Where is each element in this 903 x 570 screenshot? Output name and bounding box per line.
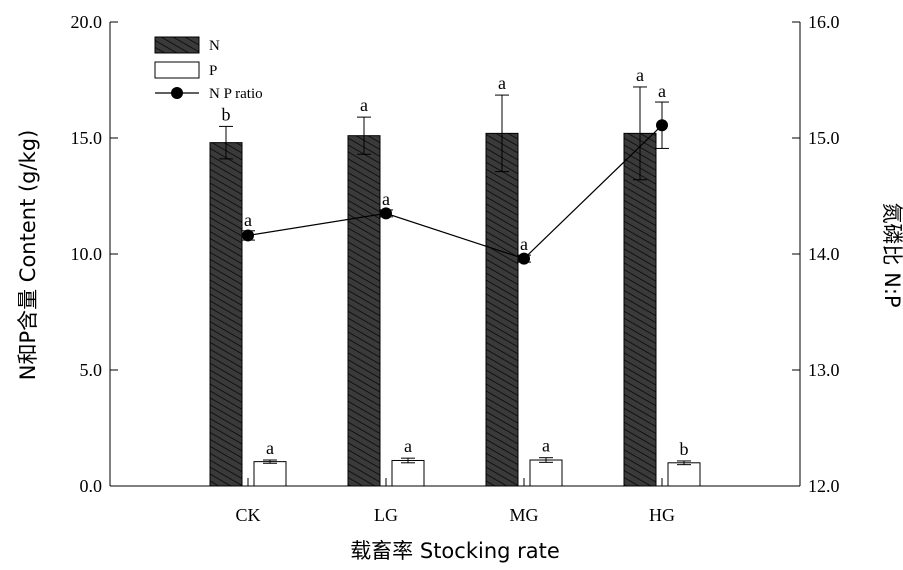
ratio-line (247, 124, 663, 260)
sig-label-ratio-hg: a (658, 81, 666, 101)
bar-p-ck (253, 461, 287, 487)
x-tick-label-hg: HG (649, 505, 675, 525)
bar-n-hg (623, 132, 657, 487)
legend-swatch-p (154, 61, 200, 79)
sig-label-p-mg: a (542, 436, 550, 456)
axes: 0.0 5.0 10.0 15.0 20.0 12.0 13.0 14.0 15.0 16.0 CK… (71, 12, 840, 525)
y2-axis-title: 氮磷比 N:P (880, 202, 903, 307)
bar-p-lg (391, 459, 425, 487)
sig-label-p-lg: a (404, 436, 412, 456)
sig-label-p-ck: a (266, 438, 274, 458)
y2-tick-label: 14.0 (808, 244, 840, 264)
sig-label-p-hg: b (680, 439, 689, 459)
ratio-point-mg (518, 252, 530, 265)
ratio-point-hg (656, 119, 668, 132)
y-tick-label: 20.0 (71, 12, 103, 32)
ratio-point-ck (242, 229, 254, 242)
sig-label-ratio-mg: a (520, 234, 528, 254)
x-tick-label-ck: CK (235, 505, 260, 525)
x-tick-label-mg: MG (509, 505, 538, 525)
sig-label-n-lg: a (360, 95, 368, 115)
bar-p-hg (667, 462, 701, 487)
sig-label-ratio-lg: a (382, 189, 390, 209)
y2-tick-label: 16.0 (808, 12, 840, 32)
legend-label-n: N (209, 38, 220, 54)
bar-n-ck (209, 142, 243, 487)
legend-label-p: P (209, 63, 217, 79)
y-tick-label: 15.0 (71, 128, 103, 148)
y2-tick-label: 15.0 (808, 128, 840, 148)
y-axis-title: N和P含量 Content (g/kg) (16, 130, 40, 381)
legend-swatch-marker (171, 87, 183, 99)
sig-label-n-ck: b (222, 104, 231, 124)
sig-label-ratio-ck: a (244, 210, 252, 230)
y2-tick-label: 13.0 (808, 360, 840, 380)
bar-n-lg (347, 135, 381, 487)
legend: NP N P ratio (154, 36, 263, 102)
bar-n-mg (485, 132, 519, 487)
legend-swatch-n (154, 36, 200, 54)
y-tick-label: 5.0 (80, 360, 103, 380)
sig-label-n-mg: a (498, 73, 506, 93)
sig-label-n-hg: a (636, 65, 644, 85)
y-tick-label: 10.0 (71, 244, 103, 264)
x-tick-label-lg: LG (374, 505, 398, 525)
y-tick-label: 0.0 (80, 476, 103, 496)
ratio-point-lg (380, 207, 392, 220)
bar-p-mg (529, 459, 563, 487)
x-axis-title: 载畜率 Stocking rate (350, 539, 560, 563)
y2-tick-label: 12.0 (808, 476, 840, 496)
legend-label-n-p-ratio: N P ratio (209, 86, 263, 102)
